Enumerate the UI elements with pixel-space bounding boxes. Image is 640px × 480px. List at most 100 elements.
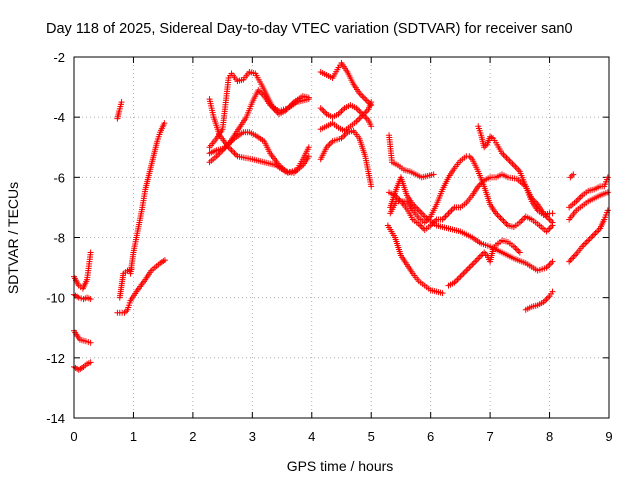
data-point <box>418 210 425 217</box>
data-point <box>439 290 446 297</box>
data-point <box>461 269 468 276</box>
axis-ticks: 0 1 2 3 4 5 6 7 8 9 -2 -4 -6 -8 -10 -12 -14 <box>46 50 612 444</box>
data-point <box>357 114 364 121</box>
data-point <box>396 196 403 203</box>
data-point <box>545 226 552 233</box>
data-markers <box>71 60 611 373</box>
data-point <box>414 205 421 212</box>
plot-frame <box>73 56 610 419</box>
data-point <box>549 210 556 217</box>
series-s20 <box>387 174 556 274</box>
data-point <box>549 219 556 226</box>
data-point <box>472 258 479 265</box>
series-s06 <box>114 257 168 316</box>
data-point <box>87 339 94 346</box>
data-point <box>546 216 553 223</box>
data-point <box>231 150 238 157</box>
x-axis-label: GPS time / hours <box>287 458 394 474</box>
data-point <box>571 252 578 259</box>
data-point <box>458 272 465 279</box>
data-point <box>444 211 451 218</box>
series-s28 <box>566 189 611 223</box>
data-point <box>412 204 419 211</box>
data-point <box>368 123 375 130</box>
data-point <box>566 258 573 265</box>
data-point <box>466 264 473 271</box>
series-s12 <box>206 69 312 151</box>
data-point <box>549 258 556 265</box>
data-point <box>591 231 598 238</box>
series-s16 <box>317 127 375 190</box>
data-point <box>230 148 237 155</box>
data-point <box>317 105 324 112</box>
x-tick-label: 0 <box>70 429 77 444</box>
series-s27 <box>566 174 611 211</box>
data-point <box>521 214 528 221</box>
y-tick-label: -8 <box>53 231 65 246</box>
data-point <box>583 239 590 246</box>
data-point <box>326 141 333 148</box>
series-s24 <box>522 288 556 313</box>
series-s01 <box>71 249 94 292</box>
data-point <box>359 112 366 119</box>
x-tick-label: 6 <box>427 429 434 444</box>
series-s07 <box>116 266 135 301</box>
data-point <box>604 174 611 181</box>
data-point <box>161 120 168 127</box>
data-point <box>501 153 508 160</box>
data-point <box>518 217 525 224</box>
data-point <box>470 260 477 267</box>
data-point <box>494 211 501 218</box>
data-point <box>478 252 485 259</box>
data-point <box>228 147 235 154</box>
data-point <box>320 108 327 115</box>
data-point <box>454 276 461 283</box>
data-point <box>473 257 480 264</box>
data-point <box>475 255 482 262</box>
data-point <box>589 232 596 239</box>
data-point <box>368 183 375 190</box>
data-point <box>577 193 584 200</box>
data-point <box>87 359 94 366</box>
data-point <box>567 174 574 181</box>
data-point <box>570 254 577 261</box>
data-point <box>463 267 470 274</box>
data-point <box>594 228 601 235</box>
data-point <box>368 99 375 106</box>
data-point <box>604 189 611 196</box>
x-tick-label: 5 <box>368 429 375 444</box>
data-point <box>567 257 574 264</box>
data-point <box>582 240 589 247</box>
y-tick-label: -12 <box>46 351 65 366</box>
data-point <box>574 196 581 203</box>
series-s11 <box>206 87 312 157</box>
y-tick-label: -4 <box>53 110 65 125</box>
data-point <box>442 213 449 220</box>
data-point <box>362 96 369 103</box>
data-point <box>441 214 448 221</box>
y-tick-label: -2 <box>53 50 65 65</box>
y-tick-label: -6 <box>53 170 65 185</box>
data-point <box>363 97 370 104</box>
series-s23 <box>475 123 556 226</box>
x-tick-label: 9 <box>605 429 612 444</box>
data-point <box>424 216 431 223</box>
series-s08 <box>127 120 168 277</box>
data-point <box>469 261 476 268</box>
data-point <box>457 273 464 280</box>
data-point <box>497 214 504 221</box>
series-s03 <box>71 327 94 346</box>
series-s17 <box>386 132 437 181</box>
x-tick-label: 7 <box>486 429 493 444</box>
data-point <box>586 236 593 243</box>
data-point <box>507 159 514 166</box>
data-point <box>481 249 488 256</box>
data-point <box>360 94 367 101</box>
data-point <box>513 246 520 253</box>
data-point <box>504 156 511 163</box>
x-tick-label: 2 <box>189 429 196 444</box>
data-point <box>305 94 312 101</box>
series-s25 <box>567 171 577 181</box>
data-point <box>449 205 456 212</box>
